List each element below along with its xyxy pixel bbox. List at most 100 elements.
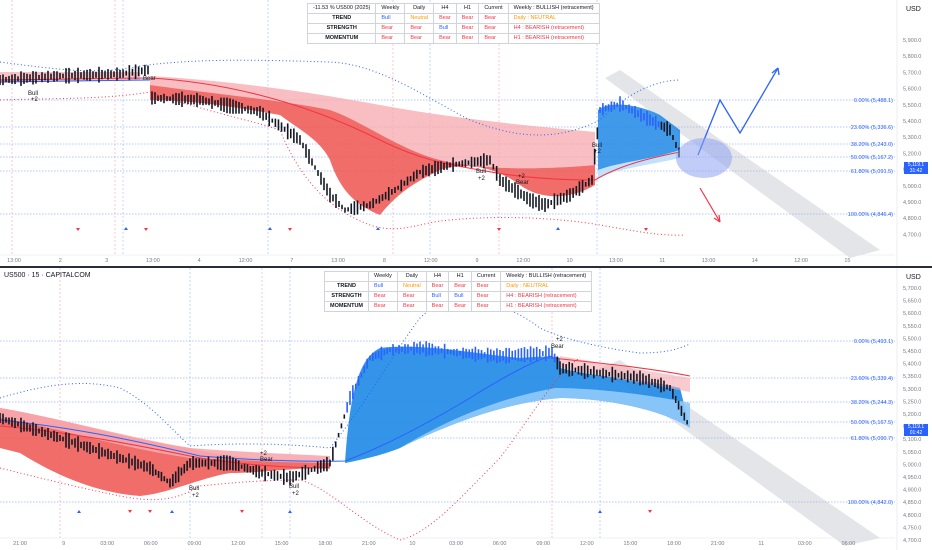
bear-label-2-count: +2	[556, 337, 564, 343]
price-axis-label: 5,800.0	[903, 54, 921, 60]
bull-label-3-count: +2	[594, 149, 602, 155]
price-axis-label: 5,700.0	[903, 70, 921, 76]
last-price-tag: 5,119.1 31:42	[904, 162, 928, 174]
time-axis-label: 9	[475, 258, 478, 264]
time-axis-label: 14	[752, 258, 758, 264]
trend-table-top: -11.53 % US500 (2025) Weekly Daily H4 H1…	[306, 3, 600, 44]
time-axis-label: 06:00	[144, 541, 158, 547]
time-axis-label: 3	[105, 258, 108, 264]
price-axis-label: 5,500.0	[903, 336, 921, 342]
pane-divider[interactable]	[0, 266, 932, 268]
time-axis-label: 09:00	[188, 541, 202, 547]
trend-table-bottom: Weekly Daily H4 H1 Current Weekly : BULL…	[324, 271, 593, 312]
price-axis-label: 4,900.0	[903, 200, 921, 206]
price-chart-bottom[interactable]: 21:00 9 03:00 06:00 09:00 12:00 15:00 18:00 21:0…	[0, 268, 932, 550]
fib-level-label: 100.00% (4,842.0)	[848, 500, 893, 506]
time-axis-label: 13:00	[609, 258, 623, 264]
price-axis-label: 4,850.0	[903, 500, 921, 506]
price-axis-label: 5,600.0	[903, 311, 921, 317]
price-axis-label: 5,900.0	[903, 38, 921, 44]
table-row: TREND Bull Neutral Bear Bear Bear Daily …	[306, 13, 600, 24]
last-price-tag: 5,119.1 01:42	[904, 424, 928, 436]
table-row: MOMENTUM Bear Bear Bear Bear Bear H1 : B…	[324, 301, 593, 312]
bear-label-1-count: +2	[260, 451, 268, 457]
time-axis-label: 21:00	[362, 541, 376, 547]
bull-label-1-count: +2	[31, 97, 39, 103]
price-axis-label: 5,200.0	[903, 412, 921, 418]
price-axis-label: 5,100.0	[903, 437, 921, 443]
time-axis-label: 4	[198, 258, 201, 264]
time-axis-label: 13:00	[331, 258, 345, 264]
currency-label: USD	[906, 6, 921, 13]
time-axis-label: 12:00	[424, 258, 438, 264]
time-axis-label: 2	[59, 258, 62, 264]
bear-label-2: Bear	[516, 180, 529, 186]
time-axis-label: 10	[567, 258, 573, 264]
time-axis-label: 12:00	[580, 541, 594, 547]
time-axis-label: 18:00	[667, 541, 681, 547]
time-axis-label: 03:00	[798, 541, 812, 547]
price-axis-label: 4,800.0	[903, 216, 921, 222]
bull-label-3: Bull	[592, 143, 602, 149]
time-axis-label: 11	[758, 541, 764, 547]
time-axis-label: 12:00	[516, 258, 530, 264]
fib-level-label: 0.00% (5,488.1)	[854, 98, 893, 104]
table-row: STRENGTH Bear Bear Bull Bull Bear H4 : B…	[324, 291, 593, 302]
bull-label-1: Bull	[28, 91, 38, 97]
bull-label-2-count: +2	[478, 176, 486, 182]
fib-level-label: 0.00% (5,493.1)	[854, 339, 893, 345]
fib-level-label: 23.60% (5,336.6)	[851, 125, 893, 131]
price-axis-label: 4,900.0	[903, 488, 921, 494]
chart-pane-bottom[interactable]: 21:00 9 03:00 06:00 09:00 12:00 15:00 18:00 21:0…	[0, 268, 932, 550]
table-title: -11.53 % US500 (2025)	[306, 3, 377, 14]
time-axis-label: 15:00	[275, 541, 289, 547]
time-axis-label: 03:00	[100, 541, 114, 547]
price-axis-label: 4,700.0	[903, 232, 921, 238]
target-zone	[676, 138, 732, 178]
symbol-title[interactable]: US500 · 15 · CAPITALCOM	[4, 272, 91, 279]
price-axis-label: 4,800.0	[903, 513, 921, 519]
time-axis-label: 12:00	[794, 258, 808, 264]
bear-label-2: Bear	[551, 344, 564, 350]
time-axis-label: 7	[290, 258, 293, 264]
bull-label-2: Bull	[289, 484, 299, 490]
fib-level-label: 23.60% (5,339.4)	[851, 376, 893, 382]
time-axis-label: 18:00	[318, 541, 332, 547]
fib-level-label: 50.00% (5,167.5)	[851, 420, 893, 426]
price-axis-label: 5,700.0	[903, 286, 921, 292]
price-axis-label: 5,550.0	[903, 324, 921, 330]
price-axis-label: 4,700.0	[903, 538, 921, 544]
fib-level-label: 38.20% (5,243.0)	[851, 142, 893, 148]
bull-label-2-count: +2	[292, 491, 300, 497]
time-axis-label: 8	[383, 258, 386, 264]
price-axis-label: 5,500.0	[903, 103, 921, 109]
price-axis-label: 5,600.0	[903, 87, 921, 93]
fib-level-label: 100.00% (4,846.4)	[848, 212, 893, 218]
price-axis-label: 5,400.0	[903, 362, 921, 368]
price-axis-label: 4,950.0	[903, 475, 921, 481]
time-axis-label: 12:00	[231, 541, 245, 547]
currency-label: USD	[906, 274, 921, 281]
time-axis-label: 12:00	[239, 258, 253, 264]
price-axis-label: 5,000.0	[903, 184, 921, 190]
chart-pane-top[interactable]: 13:00 2 3 13:00 4 12:00 7 13:00 8 12:00 9 12:00 10 13…	[0, 0, 932, 267]
price-axis-label: 5,200.0	[903, 151, 921, 157]
price-axis-label: 5,300.0	[903, 135, 921, 141]
price-axis-label: 5,450.0	[903, 349, 921, 355]
bear-label-1: Bear	[143, 76, 156, 82]
time-axis-label: 10	[409, 541, 415, 547]
price-chart-top[interactable]: 13:00 2 3 13:00 4 12:00 7 13:00 8 12:00 9 12:00 10 13…	[0, 0, 932, 267]
table-row: TREND Bull Neutral Bear Bear Bear Daily …	[324, 281, 593, 292]
bull-label-1-count: +2	[192, 493, 200, 499]
bull-label-2: Bull	[476, 169, 486, 175]
time-axis-label: 9	[62, 541, 65, 547]
bear-label-2-count: +2	[518, 174, 526, 180]
price-axis-label: 5,250.0	[903, 399, 921, 405]
fib-level-label: 38.20% (5,244.3)	[851, 400, 893, 406]
time-axis-label: 09:00	[536, 541, 550, 547]
fib-level-label: 50.00% (5,167.2)	[851, 155, 893, 161]
time-axis-label: 13:00	[7, 258, 21, 264]
time-axis-label: 06:00	[842, 541, 856, 547]
fib-level-label: 61.80% (5,091.5)	[851, 169, 893, 175]
table-row: MOMENTUM Bear Bear Bear Bear Bear H1 : B…	[306, 33, 600, 44]
